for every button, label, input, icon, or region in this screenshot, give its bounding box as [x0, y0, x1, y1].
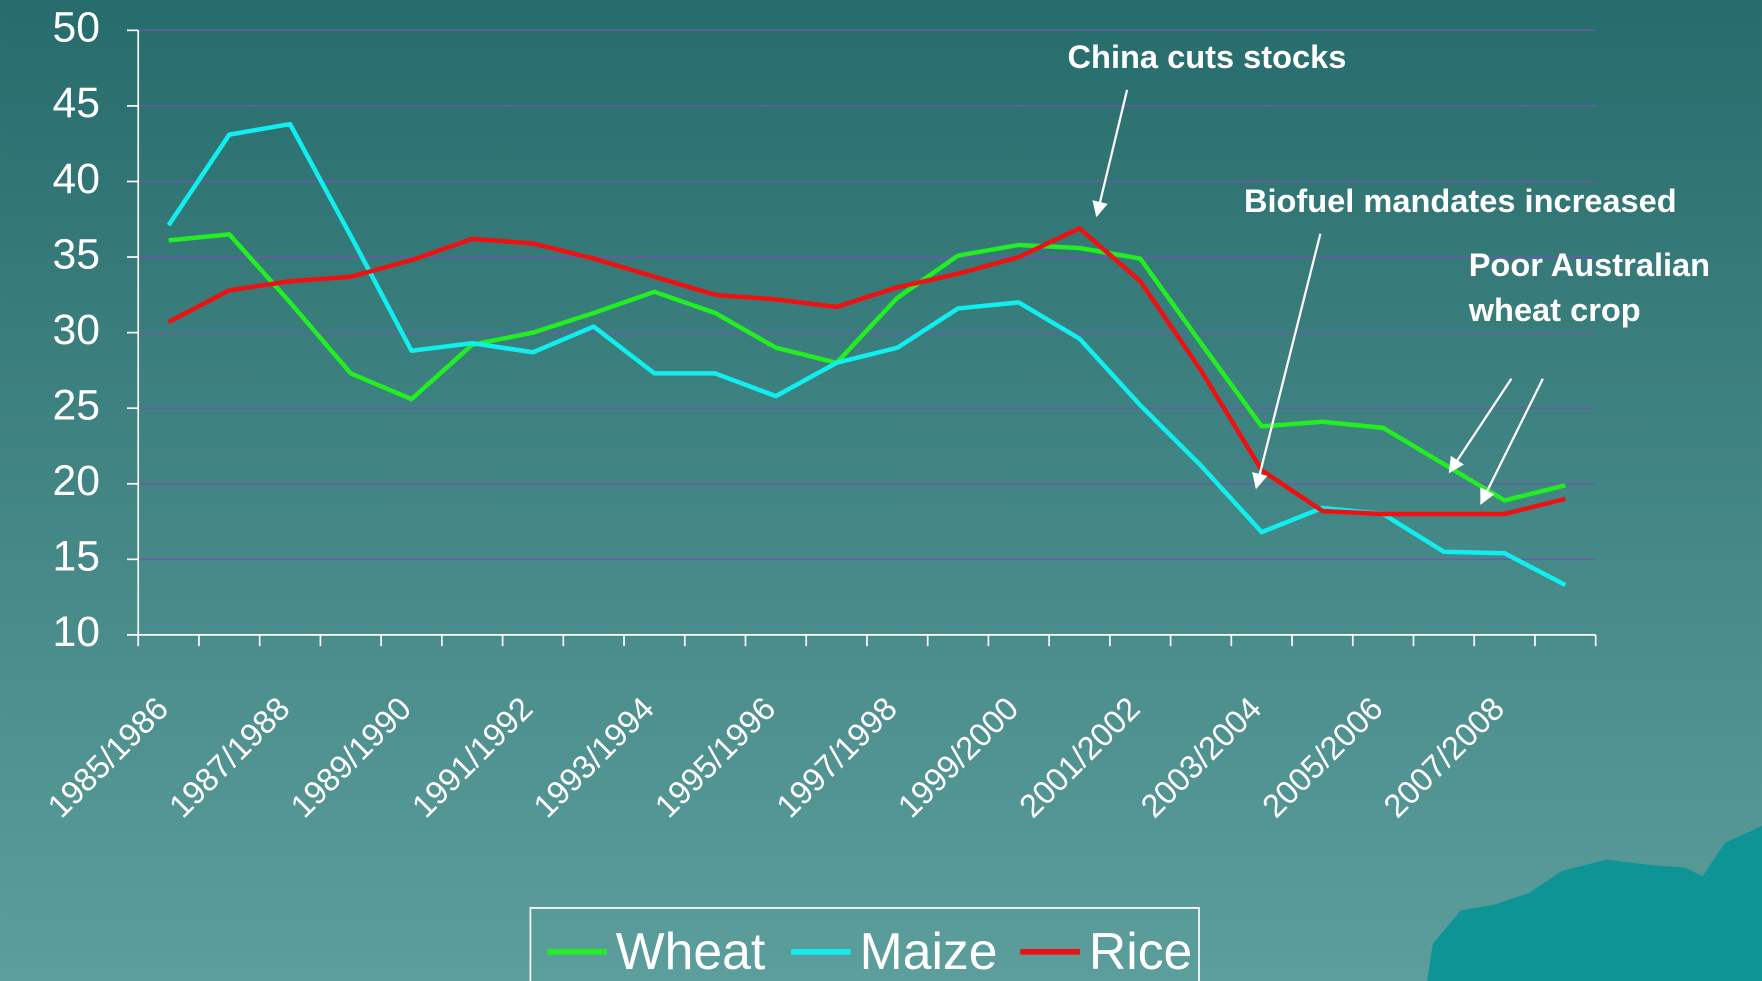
annotation-arrows: [1092, 89, 1544, 505]
y-tick-label: 50: [53, 4, 100, 52]
legend-label: Wheat: [616, 922, 765, 980]
y-tick-label: 35: [53, 230, 100, 278]
y-tick-label: 20: [53, 457, 100, 505]
y-tick-label: 30: [53, 306, 100, 354]
y-tick-label: 40: [53, 155, 100, 203]
legend-label: Maize: [860, 922, 998, 980]
annotation: China cuts stocks: [1068, 39, 1347, 75]
y-tick-label: 10: [53, 608, 100, 656]
decoration: [1427, 825, 1762, 981]
annotation: Biofuel mandates increased: [1244, 183, 1677, 219]
arrow: [1252, 233, 1322, 490]
arrow: [1480, 378, 1544, 505]
annotation: wheat crop: [1468, 292, 1641, 328]
y-tick-label: 25: [53, 381, 100, 429]
line-series: [168, 232, 1566, 503]
line-series: [167, 226, 1566, 517]
arrow: [1092, 89, 1129, 218]
annotation: Poor Australian: [1469, 247, 1710, 283]
legend-label: Rice: [1089, 922, 1192, 980]
legend-box: [529, 907, 1200, 981]
y-tick-label: 15: [53, 533, 100, 581]
y-tick-label: 45: [53, 79, 100, 127]
arrow: [1448, 378, 1513, 474]
line-series: [166, 121, 1567, 588]
